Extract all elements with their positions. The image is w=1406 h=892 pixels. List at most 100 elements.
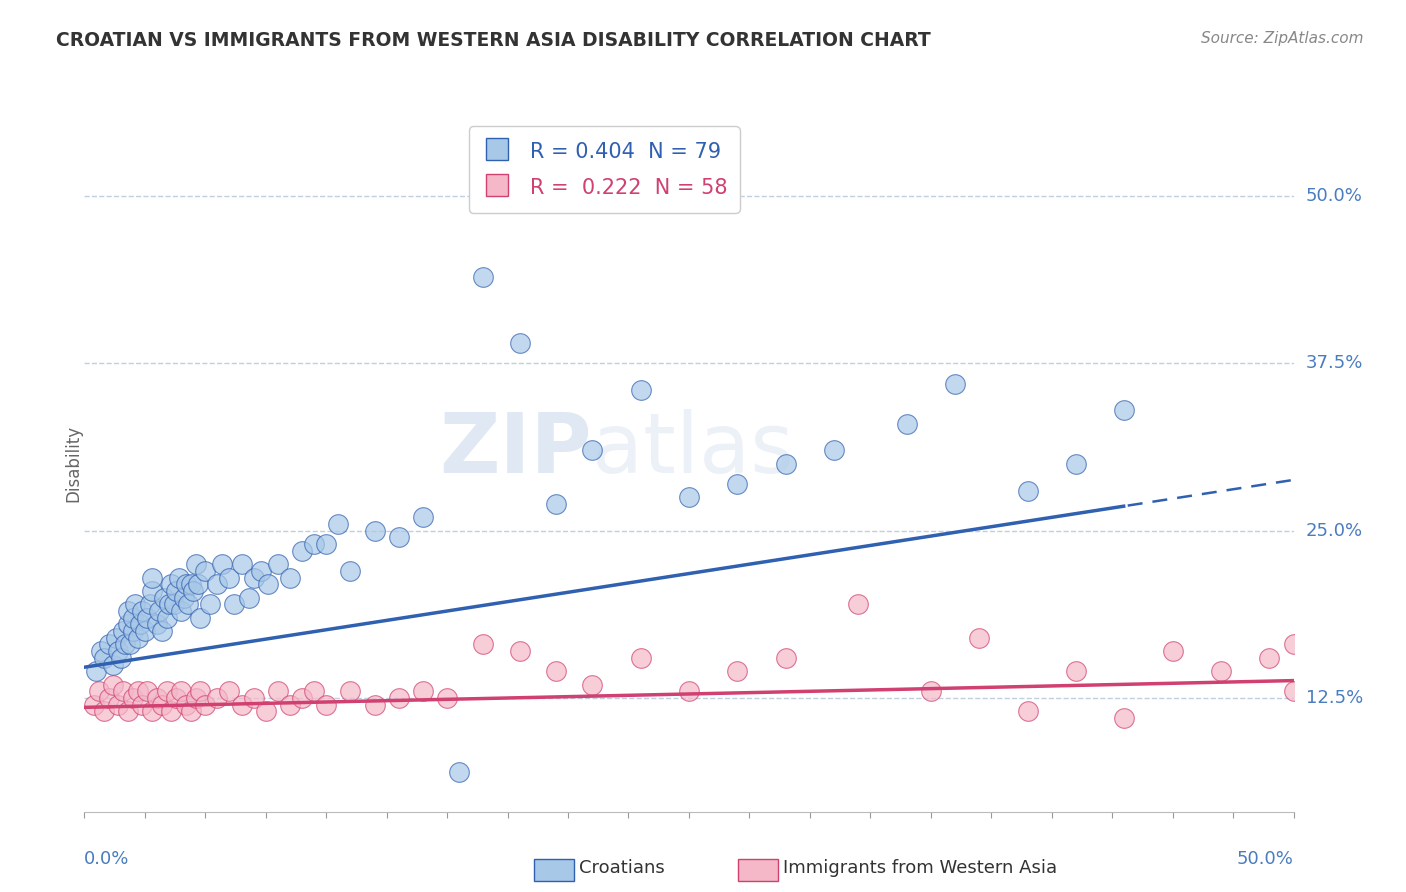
Text: 0.0%: 0.0% [84,850,129,868]
Point [97,637,120,651]
Point [160,705,183,719]
Point [141,571,163,585]
Point [412,510,434,524]
Point [136,611,159,625]
Point [238,591,260,605]
Text: CROATIAN VS IMMIGRANTS FROM WESTERN ASIA DISABILITY CORRELATION CHART: CROATIAN VS IMMIGRANTS FROM WESTERN ASIA… [56,31,931,50]
Point [775,457,797,471]
Point [278,698,301,712]
Point [90,644,112,658]
Point [630,384,652,398]
Point [339,684,361,698]
Point [93,705,115,719]
Point [180,577,202,591]
Point [967,631,990,645]
Point [388,690,411,705]
Point [134,624,156,639]
Point [218,684,240,698]
Point [1064,664,1087,679]
Point [157,598,180,612]
Point [678,491,700,505]
Point [363,698,385,712]
Point [117,617,139,632]
Point [150,624,173,639]
Point [136,684,159,698]
Point [104,631,127,645]
Point [160,577,183,591]
Point [242,571,264,585]
Point [153,591,176,605]
Point [250,564,273,578]
Point [291,690,314,705]
Text: Immigrants from Western Asia: Immigrants from Western Asia [783,859,1057,877]
Point [174,577,197,591]
Point [363,524,385,538]
Point [1282,684,1305,698]
Point [544,664,567,679]
Point [190,684,212,698]
Point [165,690,187,705]
Point [181,584,204,599]
Point [107,698,129,712]
Point [198,598,221,612]
Point [207,690,229,705]
Point [581,678,603,692]
Point [302,684,325,698]
Point [725,664,748,679]
Point [194,564,217,578]
Text: 50.0%: 50.0% [1237,850,1294,868]
Point [725,477,748,491]
Point [1017,483,1039,498]
Point [184,690,207,705]
Point [388,530,411,544]
Point [129,617,152,632]
Point [544,497,567,511]
Point [775,651,797,665]
Point [112,624,135,639]
Point [257,577,280,591]
Point [449,764,471,779]
Point [211,557,233,572]
Point [114,637,136,651]
Point [1161,644,1184,658]
Text: Croatians: Croatians [579,859,665,877]
Point [315,698,337,712]
Point [302,537,325,551]
Point [184,557,207,572]
Point [117,705,139,719]
Point [1017,705,1039,719]
Point [194,698,217,712]
Point [218,571,240,585]
Point [121,690,143,705]
Point [167,571,190,585]
Point [177,598,200,612]
Point [131,604,153,618]
Point [148,604,170,618]
Point [170,604,193,618]
Point [127,631,149,645]
Point [180,705,202,719]
Point [207,577,229,591]
Point [315,537,337,551]
Point [121,611,143,625]
Point [146,617,169,632]
Point [112,684,135,698]
Point [920,684,942,698]
Legend: R = 0.404  N = 79, R =  0.222  N = 58: R = 0.404 N = 79, R = 0.222 N = 58 [470,127,740,212]
Point [187,577,209,591]
Point [87,684,110,698]
Point [231,557,253,572]
Point [339,564,361,578]
Text: 50.0%: 50.0% [1306,187,1362,205]
Point [120,637,142,651]
Point [630,651,652,665]
Point [97,690,120,705]
Point [231,698,253,712]
Point [1209,664,1232,679]
Point [107,644,129,658]
Point [242,690,264,705]
Point [412,684,434,698]
Point [823,443,845,458]
Point [110,651,132,665]
Point [291,544,314,558]
